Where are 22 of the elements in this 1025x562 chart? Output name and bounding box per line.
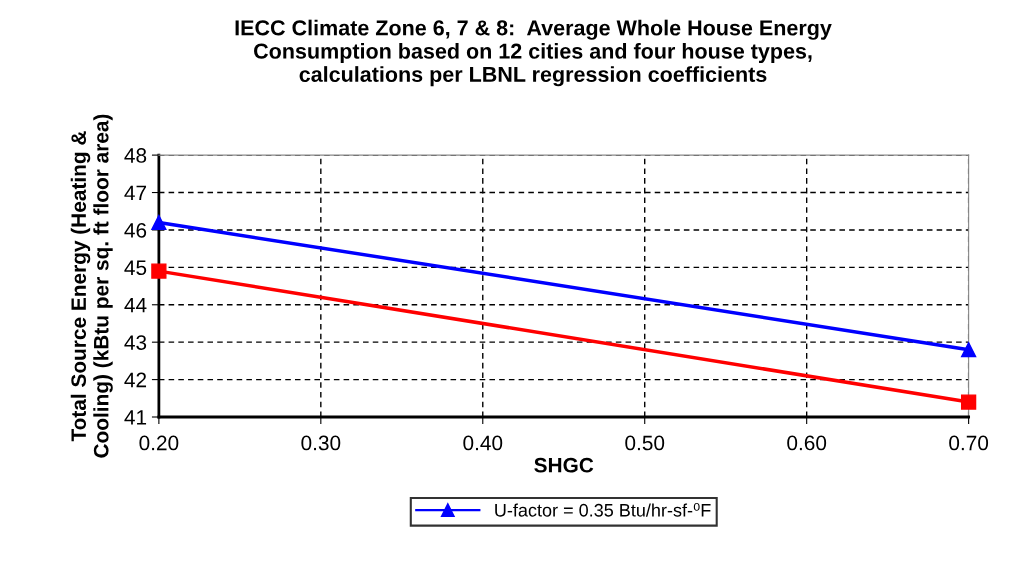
point <box>151 214 167 231</box>
legend-label: U-factor = 0.35 Btu/hr-sf-⁰F <box>495 503 711 517</box>
chart-title: IECC Climate Zone 6, 7 & 8: Average Whole House Energy Consumption based on 12 cities and four house types, calculations per LBNL regression coefficients <box>235 19 832 87</box>
y-tick-label: 47 <box>124 185 147 201</box>
y-tick-label: 44 <box>124 297 147 313</box>
point <box>151 263 167 279</box>
point <box>960 394 977 410</box>
point <box>960 342 977 358</box>
y-tick-label: 41 <box>124 410 147 425</box>
y-tick-label: 43 <box>124 335 147 350</box>
y-tick-label: 48 <box>124 148 147 163</box>
x-tick-label: 0.50 <box>625 435 665 451</box>
x-tick-label: 0.60 <box>787 435 827 451</box>
x-tick-label: 0.20 <box>139 435 179 451</box>
x-tick-label: 0.70 <box>949 435 989 451</box>
y-tick-label: 42 <box>124 372 147 388</box>
x-axis-title: SHGC <box>534 457 594 473</box>
x-tick-label: 0.30 <box>301 435 341 451</box>
y-tick-label: 45 <box>124 260 147 276</box>
x-tick-label: 0.40 <box>463 435 503 451</box>
y-axis-title: Total Source Energy (Heating & Cooling) (kBtu per sq. ft floor area) <box>70 114 113 458</box>
y-tick-label: 46 <box>124 222 147 238</box>
